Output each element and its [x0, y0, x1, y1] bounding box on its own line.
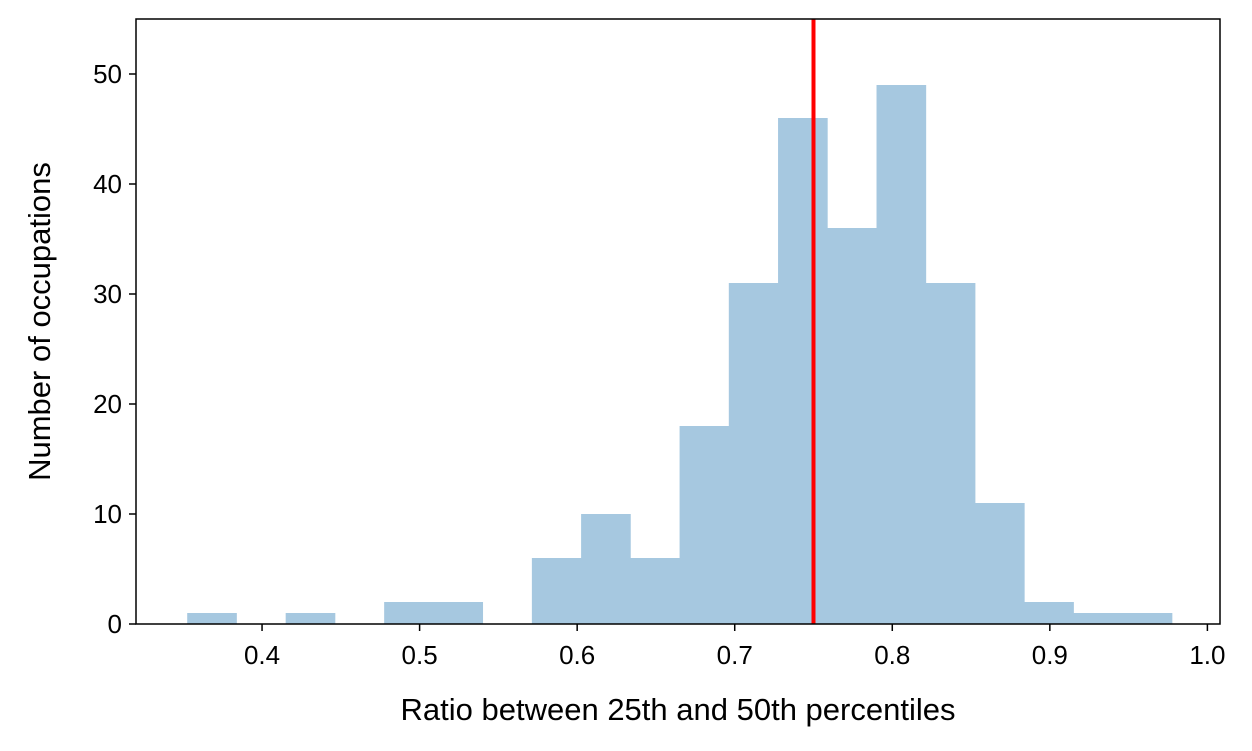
histogram-bar — [285, 613, 336, 624]
x-tick-label: 0.7 — [717, 640, 753, 670]
y-axis-label: Number of occupations — [22, 162, 57, 481]
y-axis-ticks: 0 10 20 30 40 50 — [93, 59, 136, 639]
histogram-bar — [925, 283, 976, 624]
x-tick-label: 0.4 — [244, 640, 280, 670]
histogram-bar — [728, 283, 779, 624]
histogram-bar — [581, 514, 631, 624]
histogram-bar — [630, 558, 680, 624]
x-axis-ticks: 0.4 0.5 0.6 0.7 0.8 0.9 1.0 — [244, 624, 1225, 670]
histogram-bar — [433, 602, 484, 624]
x-tick-label: 0.9 — [1032, 640, 1068, 670]
y-tick-label: 30 — [93, 279, 122, 309]
y-tick-label: 20 — [93, 389, 122, 419]
histogram-bar — [187, 613, 237, 624]
y-tick-label: 50 — [93, 59, 122, 89]
x-tick-label: 0.8 — [874, 640, 910, 670]
histogram-bar — [384, 602, 434, 624]
histogram-bar — [827, 228, 877, 624]
x-tick-label: 1.0 — [1189, 640, 1225, 670]
x-axis-label: Ratio between 25th and 50th percentiles — [401, 692, 956, 727]
histogram-bars — [187, 85, 1173, 624]
histogram-bar — [679, 426, 730, 624]
histogram-bar — [1122, 613, 1173, 624]
histogram-bar — [876, 85, 927, 624]
histogram-bar — [1073, 613, 1124, 624]
y-tick-label: 0 — [108, 609, 122, 639]
x-tick-label: 0.6 — [559, 640, 595, 670]
histogram-bar — [1024, 602, 1074, 624]
histogram-bar — [778, 118, 828, 624]
y-tick-label: 10 — [93, 499, 122, 529]
histogram-bar — [531, 558, 582, 624]
plot-frame — [135, 18, 1221, 625]
x-tick-label: 0.5 — [402, 640, 438, 670]
y-tick-label: 40 — [93, 169, 122, 199]
histogram-bar — [974, 503, 1025, 624]
